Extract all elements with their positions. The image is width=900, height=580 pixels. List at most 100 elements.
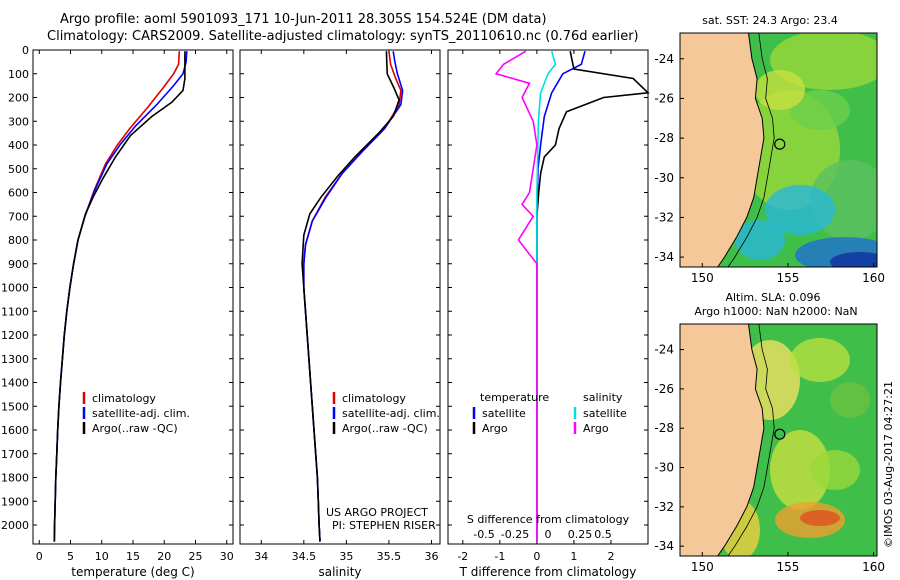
argo-float-marker <box>774 138 786 150</box>
depth-tick-label: 1000 <box>1 282 29 295</box>
series-line-climatology <box>53 51 181 542</box>
depth-tick-label: 2000 <box>1 519 29 532</box>
map-anomaly <box>810 450 860 490</box>
figure-title-line2: Climatology: CARS2009. Satellite-adjuste… <box>47 29 639 44</box>
x-tick-label: 10 <box>95 550 109 563</box>
x-tick-label: 35.5 <box>377 550 402 563</box>
depth-tick-label: 300 <box>8 115 29 128</box>
x-tick-label-top: 0.25 <box>568 528 593 541</box>
imos-timestamp: ©IMOS 03-Aug-2017 04:27:21 <box>882 381 895 548</box>
depth-tick-label: 1500 <box>1 400 29 413</box>
series-line-argo <box>494 50 538 542</box>
depth-tick-label: 800 <box>8 234 29 247</box>
lat-tick-label: -24 <box>654 52 674 66</box>
legend-label: Argo <box>583 422 609 435</box>
x-axis-label: salinity <box>318 565 361 579</box>
figure-title-line1: Argo profile: aoml 5901093_171 10-Jun-20… <box>60 12 547 27</box>
isobath-contour <box>727 324 775 556</box>
legend-label: climatology <box>342 392 406 405</box>
lat-tick-label: -28 <box>654 421 674 435</box>
depth-tick-label: 200 <box>8 92 29 105</box>
x-tick-label: 30 <box>220 550 234 563</box>
x-tick-label: -2 <box>457 550 468 563</box>
depth-tick-label: 1600 <box>1 424 29 437</box>
x-tick-label-top: 0 <box>545 528 552 541</box>
lon-tick-label: 160 <box>862 560 885 574</box>
x-tick-label: 34.5 <box>292 550 317 563</box>
x-tick-label-top: 0.5 <box>594 528 612 541</box>
land-australia <box>680 324 765 556</box>
x-tick-label-top: -0.25 <box>501 528 529 541</box>
depth-tick-label: 1300 <box>1 353 29 366</box>
series-line-satellite-adj-clim- <box>53 51 188 542</box>
lat-tick-label: -24 <box>654 343 674 357</box>
depth-tick-label: 700 <box>8 210 29 223</box>
series-line-argo <box>536 51 650 542</box>
x-tick-label-top: -0.5 <box>473 528 494 541</box>
map-anomaly <box>830 382 870 418</box>
lat-tick-label: -26 <box>654 382 674 396</box>
map-panel-1: -24 -26 -28 -30 -32 -34 150 155 160 <box>654 32 885 285</box>
legend-heading: salinity <box>583 391 623 404</box>
legend-label: Argo(..raw -QC) <box>92 422 178 435</box>
x-axis-label: temperature (deg C) <box>71 565 194 579</box>
lon-tick-label: 155 <box>776 560 799 574</box>
x-axis-label-top: S difference from climatology <box>467 513 630 526</box>
depth-tick-label: 1100 <box>1 305 29 318</box>
series-line-argo-raw-qc- <box>53 51 186 542</box>
legend-label: climatology <box>92 392 156 405</box>
x-tick-label: -1 <box>494 550 505 563</box>
legend-heading: temperature <box>480 391 549 404</box>
map-anomaly <box>830 252 877 267</box>
legend-label: Argo(..raw -QC) <box>342 422 428 435</box>
land-australia <box>680 33 765 267</box>
map-anomaly <box>790 90 850 130</box>
panel-temperature: 0100200300400500600700800900100011001200… <box>1 44 234 579</box>
x-tick-label: 5 <box>67 550 74 563</box>
map-anomaly <box>770 430 830 510</box>
project-annotation-line2: PI: STEPHEN RISER <box>332 519 436 532</box>
argo-float-marker <box>774 428 786 440</box>
lat-tick-label: -32 <box>654 500 674 514</box>
map-panel-2: -24 -26 -28 -30 -32 -34 150 155 160 <box>654 323 885 574</box>
plot-frame <box>447 49 649 545</box>
x-tick-label: 15 <box>126 550 140 563</box>
depth-tick-label: 400 <box>8 139 29 152</box>
lat-tick-label: -26 <box>654 91 674 105</box>
project-annotation-line1: US ARGO PROJECT <box>326 506 428 519</box>
map-frame <box>679 32 878 268</box>
depth-tick-label: 500 <box>8 163 29 176</box>
lon-tick-label: 150 <box>691 271 714 285</box>
depth-tick-label: 1200 <box>1 329 29 342</box>
map-anomaly <box>800 510 840 526</box>
map-field <box>680 324 877 556</box>
depth-tick-label: 1400 <box>1 377 29 390</box>
x-tick-label: 1 <box>570 550 577 563</box>
series-line-satellite <box>536 50 557 542</box>
depth-tick-label: 0 <box>22 44 29 57</box>
legend-label: Argo <box>482 422 508 435</box>
panel-difference: -2 -1 0 1 2 T difference from climatology <box>447 49 650 579</box>
isobath-contour <box>727 33 775 267</box>
x-tick-label: 2 <box>607 550 614 563</box>
map-title-sst: sat. SST: 24.3 Argo: 23.4 <box>702 14 838 27</box>
x-axis-label: T difference from climatology <box>459 565 637 579</box>
legend-label: satellite <box>482 407 526 420</box>
map-anomaly <box>765 185 835 235</box>
depth-tick-label: 1900 <box>1 495 29 508</box>
x-tick-label: 35 <box>339 550 353 563</box>
lat-tick-label: -34 <box>654 250 674 264</box>
lat-tick-label: -30 <box>654 461 674 475</box>
lon-tick-label: 155 <box>776 271 799 285</box>
map-anomaly <box>755 70 805 110</box>
map-frame <box>679 323 878 557</box>
map-anomaly <box>790 338 850 382</box>
lon-tick-label: 160 <box>862 271 885 285</box>
legend-label: satellite-adj. clim. <box>92 407 190 420</box>
series-line-satellite-adj-clim- <box>303 51 404 542</box>
lat-tick-label: -28 <box>654 131 674 145</box>
x-tick-label: 36 <box>424 550 438 563</box>
map-anomaly <box>735 220 785 260</box>
lon-tick-label: 150 <box>691 560 714 574</box>
